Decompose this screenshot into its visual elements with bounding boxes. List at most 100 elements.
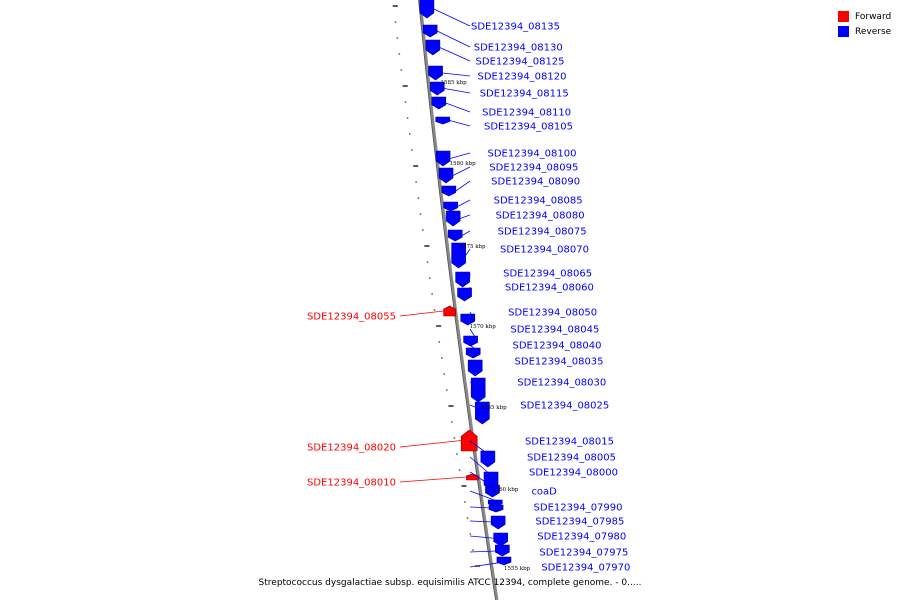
gene-label: SDE12394_08050 [508,308,597,319]
scale-label: 1575 kbp [459,244,486,250]
gene-label: SDE12394_08120 [478,72,567,83]
gene-SDE12394_08000[interactable]: SDE12394_08000 [469,468,618,498]
position-ticks [392,5,481,583]
gene-label: SDE12394_08025 [520,401,609,412]
gene-label: SDE12394_07990 [534,503,623,514]
gene-SDE12394_08100[interactable]: SDE12394_08100 [435,149,577,167]
gene-label: SDE12394_08115 [480,89,569,100]
gene-arrow [470,377,486,403]
gene-label: SDE12394_08065 [503,269,592,280]
gene-arrow [443,305,456,317]
gene-label: SDE12394_07985 [535,517,624,528]
gene-arrow [438,167,454,184]
gene-SDE12394_08040[interactable]: SDE12394_08040 [465,341,601,359]
gene-label: SDE12394_07970 [541,563,630,574]
gene-SDE12394_08025[interactable]: SDE12394_08025 [469,401,609,425]
gene-label: SDE12394_08110 [482,108,571,119]
gene-label: SDE12394_08055 [307,312,396,323]
gene-arrow [428,65,443,81]
scale-label: 1570 kbp [470,324,497,330]
forward-swatch [838,11,849,22]
gene-label: SDE12394_08000 [529,468,618,479]
gene-SDE12394_07975[interactable]: SDE12394_07975 [469,544,628,559]
gene-label: SDE12394_08085 [494,196,583,207]
gene-arrow [419,0,435,19]
gene-SDE12394_08035[interactable]: SDE12394_08035 [467,357,604,377]
gene-label: SDE12394_08135 [471,22,560,33]
gene-SDE12394_08120[interactable]: SDE12394_08120 [428,65,567,83]
legend-forward-label: Forward [855,11,892,22]
legend: Forward Reverse [838,9,891,39]
gene-arrow [465,347,481,359]
gene-SDE12394_08115[interactable]: SDE12394_08115 [429,81,569,100]
gene-label: SDE12394_08090 [491,177,580,188]
scale-label: 1555 kbp [504,566,531,572]
gene-label: SDE12394_07980 [537,532,626,543]
gene-arrow [431,96,447,110]
gene-SDE12394_07990[interactable]: SDE12394_07990 [469,503,623,514]
gene-arrow [435,150,451,167]
gene-SDE12394_08060[interactable]: SDE12394_08060 [457,283,594,302]
gene-SDE12394_07980[interactable]: SDE12394_07980 [469,532,626,547]
gene-arrow [429,81,445,96]
scale-label: 1585 kbp [441,80,468,86]
scale-label: 1565 kbp [481,405,508,411]
gene-SDE12394_08130[interactable]: SDE12394_08130 [422,24,563,54]
gene-label: SDE12394_08015 [525,437,614,448]
gene-SDE12394_08090[interactable]: SDE12394_08090 [441,177,580,197]
gene-SDE12394_08030[interactable]: SDE12394_08030 [469,377,606,403]
gene-arrow [463,335,478,347]
gene-SDE12394_08125[interactable]: SDE12394_08125 [425,39,565,68]
gene-label: SDE12394_08035 [515,357,604,368]
legend-reverse-label: Reverse [855,26,892,37]
gene-SDE12394_08085[interactable]: SDE12394_08085 [443,196,583,212]
gene-SDE12394_08050[interactable]: SDE12394_08050 [460,308,597,326]
gene-SDE12394_07985[interactable]: SDE12394_07985 [469,515,624,530]
gene-arrow [493,532,508,547]
gene-SDE12394_08055[interactable]: SDE12394_08055 [307,305,456,323]
scale-labels: 1585 kbp 1580 kbp 1575 kbp 1570 kbp 1565 kbp… [441,80,531,572]
gene-label: SDE12394_08070 [500,245,589,256]
gene-SDE12394_08075[interactable]: SDE12394_08075 [447,227,587,242]
gene-SDE12394_08020[interactable]: SDE12394_08020 [307,429,478,454]
gene-SDE12394_08110[interactable]: SDE12394_08110 [431,96,571,119]
gene-SDE12394_08135[interactable]: SDE12394_08135 [419,0,560,33]
gene-arrow [496,556,512,566]
gene-SDE12394_08105[interactable]: SDE12394_08105 [435,116,573,133]
gene-SDE12394_08065[interactable]: SDE12394_08065 [455,269,592,288]
gene-label: SDE12394_07975 [539,548,628,559]
gene-label: SDE12394_08080 [496,211,585,222]
gene-label: SDE12394_08005 [527,453,616,464]
map-caption: Streptococcus dysgalactiae subsp. equisi… [258,578,642,588]
gene-label: SDE12394_08095 [489,163,578,174]
gene-features: SDE12394_08135 SDE12394_08130 SDE12394_081… [307,0,630,574]
gene-label: SDE12394_08030 [517,378,606,389]
gene-SDE12394_08080[interactable]: SDE12394_08080 [445,211,585,227]
gene-arrow [485,484,500,498]
gene-arrow [447,229,463,242]
gene-SDE12394_08070[interactable]: SDE12394_08070 [451,242,589,269]
gene-SDE12394_08010[interactable]: SDE12394_08010 [307,473,479,489]
gene-label: SDE12394_08075 [498,227,587,238]
gene-label: SDE12394_08130 [474,43,563,54]
genome-backbone [418,0,499,600]
gene-arrow [435,116,451,125]
gene-arrow [455,271,470,288]
gene-label: SDE12394_08020 [307,443,396,454]
legend-reverse: Reverse [838,24,891,39]
gene-arrow [475,401,490,425]
gene-label: SDE12394_08100 [488,149,577,160]
gene-arrow [425,39,441,56]
gene-SDE12394_08045[interactable]: SDE12394_08045 [463,325,600,347]
gene-arrow [441,185,457,197]
gene-label: SDE12394_08060 [505,283,594,294]
gene-SDE12394_08015[interactable]: SDE12394_08015 [469,437,614,468]
gene-arrow [467,359,483,377]
gene-label: SDE12394_08010 [307,478,396,489]
gene-SDE12394_08095[interactable]: SDE12394_08095 [438,163,578,184]
gene-label: SDE12394_08045 [510,325,599,336]
gene-label: SDE12394_08105 [484,122,573,133]
gene-SDE12394_07970[interactable]: SDE12394_07970 [469,556,630,574]
gene-arrow [451,242,466,269]
